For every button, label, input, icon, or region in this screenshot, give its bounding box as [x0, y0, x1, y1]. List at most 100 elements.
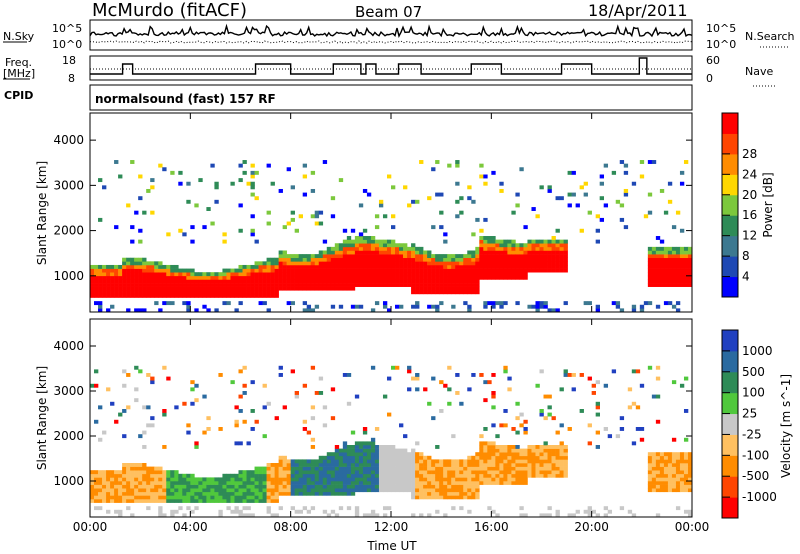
velocity-cell — [150, 376, 155, 381]
power-cell — [202, 293, 207, 298]
power-cell — [451, 261, 456, 266]
power-cell — [154, 283, 159, 287]
velocity-cell — [483, 463, 488, 467]
power-cell — [447, 257, 452, 262]
velocity-cell — [146, 373, 151, 377]
velocity-cell — [350, 452, 356, 457]
velocity-cell — [675, 481, 681, 485]
velocity-cell — [354, 445, 360, 449]
power-cell — [395, 304, 400, 309]
velocity-cell — [130, 470, 135, 475]
power-cell — [194, 290, 199, 295]
velocity-cell — [679, 484, 685, 489]
velocity-cell — [218, 484, 223, 489]
velocity-cell — [455, 470, 460, 475]
power-cell — [298, 261, 304, 266]
power-cell — [314, 264, 320, 269]
power-cell — [519, 246, 524, 251]
velocity-cell — [523, 459, 528, 464]
power-cell — [399, 261, 404, 266]
power-cell — [282, 286, 287, 291]
velocity-cell — [202, 394, 207, 399]
power-cell — [370, 308, 376, 313]
power-cell — [403, 272, 408, 277]
velocity-cell — [491, 463, 496, 467]
velocity-cell — [667, 473, 673, 478]
power-cell — [282, 257, 287, 262]
power-cell — [455, 160, 460, 164]
velocity-cell — [559, 445, 564, 449]
power-cell — [90, 286, 95, 291]
velocity-cell — [190, 491, 195, 496]
velocity-cell — [455, 484, 460, 489]
power-cell — [186, 279, 191, 284]
power-cell — [559, 246, 564, 251]
power-cell — [539, 239, 544, 244]
power-cell — [370, 275, 376, 280]
velocity-cell — [511, 473, 516, 478]
power-cell — [599, 196, 605, 201]
velocity-cell — [395, 473, 400, 478]
power-cell — [226, 301, 231, 306]
velocity-cell — [370, 509, 376, 514]
velocity-cell — [114, 419, 119, 424]
velocity-cell — [675, 455, 681, 460]
power-cell — [443, 283, 448, 287]
power-cell — [479, 275, 484, 280]
velocity-cell — [382, 452, 388, 457]
power-cell — [362, 257, 368, 262]
power-cell — [415, 286, 420, 291]
velocity-cell — [495, 466, 500, 471]
velocity-cell — [290, 484, 295, 489]
power-cell — [142, 272, 147, 277]
power-cell — [475, 261, 480, 266]
power-cell — [499, 188, 504, 193]
velocity-cell — [374, 445, 380, 449]
power-cell — [274, 264, 279, 269]
velocity-cell — [142, 495, 147, 500]
power-cell — [675, 257, 681, 262]
power-cell — [523, 261, 528, 266]
velocity-cell — [330, 488, 336, 493]
power-cell — [366, 264, 372, 269]
velocity-cell — [262, 491, 267, 496]
velocity-cell — [543, 416, 548, 421]
velocity-cell — [563, 445, 568, 449]
velocity-cell — [234, 419, 239, 424]
nsky-trace — [89, 23, 693, 38]
power-cell — [126, 286, 131, 291]
power-cell — [647, 283, 653, 287]
velocity-cell — [431, 466, 436, 471]
velocity-cell — [330, 387, 336, 392]
power-cell — [411, 275, 416, 280]
power-cell — [495, 272, 500, 277]
power-cell — [427, 196, 432, 201]
velocity-cell — [334, 452, 340, 457]
velocity-cell — [671, 477, 677, 482]
power-cell — [334, 283, 340, 287]
power-cell — [539, 261, 544, 266]
velocity-cell — [455, 459, 460, 464]
velocity-cell — [555, 452, 560, 457]
power-cell — [511, 210, 516, 215]
velocity-cell — [423, 477, 428, 482]
power-cell — [358, 272, 364, 277]
power-cell — [423, 283, 428, 287]
power-cell — [122, 286, 127, 291]
power-cell — [439, 257, 444, 262]
power-cell — [386, 239, 392, 244]
velocity-cell — [511, 477, 516, 482]
velocity-cell — [294, 466, 299, 471]
power-cell — [535, 304, 540, 309]
velocity-cell — [451, 459, 456, 464]
velocity-cell — [411, 470, 416, 475]
power-cell — [651, 250, 657, 255]
power-cell — [222, 232, 227, 237]
power-cell — [246, 272, 251, 277]
power-cell — [423, 275, 428, 280]
velocity-cell — [94, 481, 99, 485]
velocity-cell — [222, 491, 227, 496]
velocity-cell — [411, 459, 416, 464]
power-cell — [479, 163, 484, 168]
velocity-cell — [126, 405, 131, 410]
